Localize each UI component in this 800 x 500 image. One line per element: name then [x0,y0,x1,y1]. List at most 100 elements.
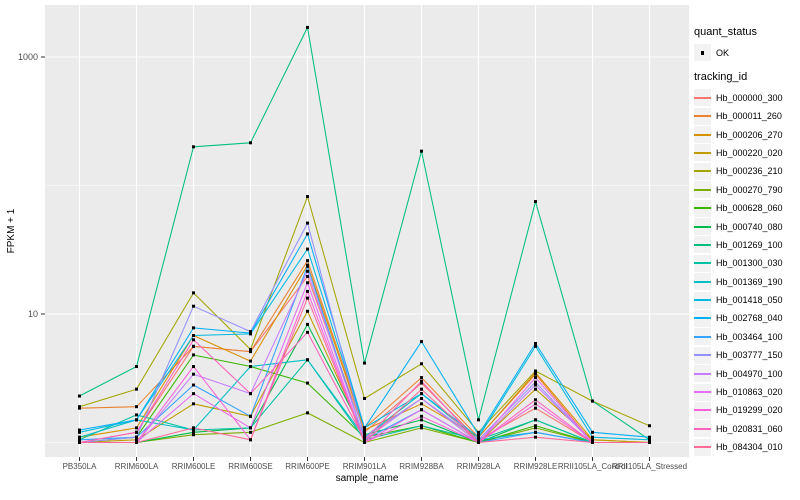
quant-status-legend-item[interactable]: OK [694,44,783,62]
legend-key-swatch [694,162,711,180]
data-point [534,426,537,430]
data-point [534,369,537,373]
line-swatch-icon [694,317,711,320]
legend-key-swatch [694,401,711,419]
data-point [135,405,138,409]
line-swatch-icon [694,96,711,99]
data-point [363,438,366,442]
data-point [135,413,138,417]
data-point [363,361,366,365]
legend-key-swatch [694,383,711,401]
data-point [135,435,138,439]
data-point [534,406,537,410]
data-point [192,428,195,432]
legend-item-Hb_000011_260[interactable]: Hb_000011_260 [694,107,783,125]
legend-item-Hb_001369_190[interactable]: Hb_001369_190 [694,272,783,291]
legend-item-Hb_084304_010[interactable]: Hb_084304_010 [694,438,783,456]
legend-item-label: Hb_001300_030 [716,258,783,269]
data-point [534,430,537,434]
legend-key-swatch [694,107,711,125]
legend-item-Hb_000270_790[interactable]: Hb_000270_790 [694,181,783,199]
data-point [477,430,480,434]
data-point [477,441,480,444]
data-point [306,25,309,29]
data-point [534,380,537,384]
data-point [420,408,423,412]
line-swatch-icon [694,372,711,375]
legend-item-Hb_000236_210[interactable]: Hb_000236_210 [694,162,783,180]
legend-key-swatch [694,291,711,309]
line-swatch-icon [694,243,711,246]
legend-item-Hb_010863_020[interactable]: Hb_010863_020 [694,383,783,401]
data-point [477,433,480,437]
legend-item-Hb_001300_030[interactable]: Hb_001300_030 [694,254,783,272]
data-point [192,426,195,430]
data-point [591,438,594,442]
data-point [249,392,252,396]
data-point [420,379,423,383]
data-point [591,430,594,434]
legend-key-swatch [694,328,711,346]
legend-item-Hb_000000_300[interactable]: Hb_000000_300 [694,89,783,107]
legend-item-Hb_003777_150[interactable]: Hb_003777_150 [694,346,783,364]
line-swatch-icon [694,299,711,302]
data-point [420,402,423,406]
line-swatch-icon [694,409,711,412]
legend-item-label: Hb_000628_060 [716,203,783,214]
data-point [192,402,195,406]
data-point [192,365,195,369]
data-point [78,430,81,434]
legend-key-swatch [694,89,711,107]
data-point [249,347,252,351]
data-point [78,438,81,442]
legend-item-Hb_001269_100[interactable]: Hb_001269_100 [694,236,783,254]
legend-key-swatch [694,181,711,199]
legend-item-Hb_000220_020[interactable]: Hb_000220_020 [694,144,783,162]
legend-item-Hb_000740_080[interactable]: Hb_000740_080 [694,217,783,235]
data-point [249,359,252,363]
legend-item-Hb_001418_050[interactable]: Hb_001418_050 [694,291,783,309]
legend-item-Hb_002768_040[interactable]: Hb_002768_040 [694,309,783,327]
data-point [306,381,309,385]
data-point [648,435,651,439]
data-point [420,387,423,391]
data-point [249,414,252,418]
data-point [135,365,138,369]
data-point [78,394,81,398]
legend-item-Hb_004970_100[interactable]: Hb_004970_100 [694,364,783,383]
data-point [363,433,366,437]
y-axis-title: FPKM + 1 [6,208,17,253]
legend-item-label: Hb_084304_010 [716,442,783,453]
legend-item-Hb_020831_060[interactable]: Hb_020831_060 [694,420,783,438]
data-point [192,433,195,437]
data-point [249,330,252,334]
data-point [591,435,594,439]
legend-key-swatch [694,254,711,272]
data-point [306,264,309,268]
data-point [420,414,423,418]
legend-item-label: Hb_003464_100 [716,331,783,342]
tracking-id-legend-title: tracking_id [694,70,748,83]
data-point [135,441,138,444]
data-point [363,426,366,430]
data-point [78,441,81,444]
data-point [192,430,195,434]
plot-panel [45,5,689,457]
legend-item-Hb_003464_100[interactable]: Hb_003464_100 [694,328,783,346]
x-tick-label: RRIM901LA [343,462,387,471]
data-point [477,418,480,422]
data-point [306,195,309,199]
data-point [477,438,480,442]
x-tick-label: RRIM600LA [115,462,159,471]
legend-item-label: Hb_000206_270 [716,129,783,140]
data-point [363,435,366,439]
legend-item-Hb_000206_270[interactable]: Hb_000206_270 [694,125,783,144]
data-point [648,441,651,444]
data-point [534,376,537,380]
legend-item-Hb_000628_060[interactable]: Hb_000628_060 [694,199,783,217]
data-point [306,281,309,285]
legend-item-Hb_019299_020[interactable]: Hb_019299_020 [694,401,783,419]
data-point [306,358,309,362]
